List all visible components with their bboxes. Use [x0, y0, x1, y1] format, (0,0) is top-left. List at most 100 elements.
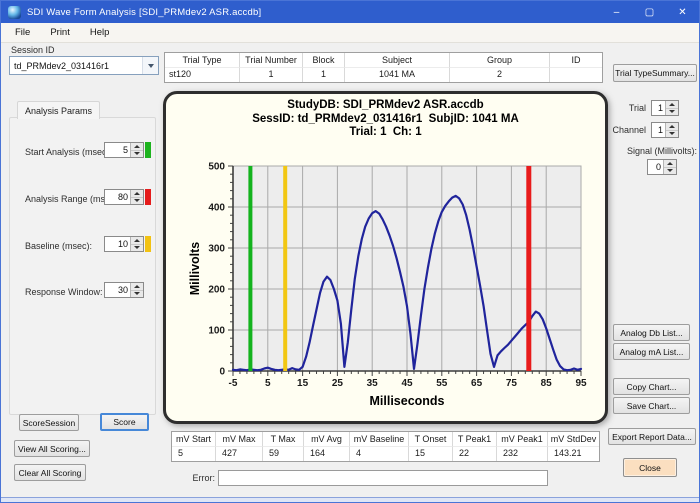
column-header: T Peak1 [453, 432, 497, 447]
table-cell: 1 [303, 68, 345, 82]
table-cell: 4 [350, 447, 409, 461]
svg-text:Milliseconds: Milliseconds [369, 394, 444, 408]
menu-help[interactable]: Help [80, 25, 120, 40]
close-window-icon[interactable]: ✕ [666, 1, 699, 23]
error-field[interactable] [218, 470, 548, 486]
spinner-buttons[interactable] [665, 101, 678, 115]
svg-text:300: 300 [208, 244, 225, 255]
table-cell: 164 [304, 447, 350, 461]
table-cell: st120 [165, 68, 240, 82]
table-cell: 1 [240, 68, 303, 82]
column-header: Group [450, 53, 550, 68]
spinner-buttons[interactable] [665, 123, 678, 137]
spinner-buttons[interactable] [130, 283, 143, 297]
column-header: T Onset [409, 432, 453, 447]
minimize-icon[interactable]: – [600, 1, 633, 23]
analog-ma-list-button[interactable]: Analog mA List... [613, 343, 690, 360]
svg-text:400: 400 [208, 203, 225, 214]
svg-text:-5: -5 [229, 378, 238, 389]
channel-spinner[interactable]: 1 [651, 122, 679, 138]
table-cell: 59 [263, 447, 304, 461]
chevron-down-icon[interactable] [142, 57, 158, 74]
app-window: SDI Wave Form Analysis [SDI_PRMdev2 ASR.… [0, 0, 700, 503]
svg-text:55: 55 [436, 378, 448, 389]
app-icon [8, 6, 21, 19]
analog-db-list-button[interactable]: Analog Db List... [613, 324, 690, 341]
view-all-scoring-button[interactable]: View All Scoring... [14, 440, 90, 457]
signal-value[interactable]: 0 [648, 160, 663, 174]
analysis-range-color-marker [145, 189, 151, 205]
copy-chart-button[interactable]: Copy Chart... [613, 378, 690, 395]
svg-text:35: 35 [367, 378, 379, 389]
baseline-spinner[interactable]: 10 [104, 236, 144, 252]
svg-text:500: 500 [208, 162, 225, 173]
column-header: Trial Number [240, 53, 303, 68]
trial-label: Trial [616, 103, 646, 113]
svg-text:95: 95 [575, 378, 587, 389]
spin-down-icon[interactable] [664, 167, 676, 175]
column-header: ID [550, 53, 602, 68]
analysis-range-value[interactable]: 80 [105, 190, 130, 204]
chart-trial-channel: Trial: 1 Ch: 1 [166, 126, 605, 140]
spin-down-icon[interactable] [131, 150, 143, 158]
trial-type-summary-button[interactable]: Trial TypeSummary... [613, 64, 697, 82]
table-cell: 143.21 [548, 447, 599, 461]
window-title: SDI Wave Form Analysis [SDI_PRMdev2 ASR.… [27, 7, 261, 18]
channel-value[interactable]: 1 [652, 123, 665, 137]
table-cell: 15 [409, 447, 453, 461]
svg-text:200: 200 [208, 285, 225, 296]
svg-text:65: 65 [471, 378, 483, 389]
trial-info-table: Trial TypeTrial NumberBlockSubjectGroupI… [164, 52, 603, 83]
svg-text:5: 5 [265, 378, 271, 389]
close-button[interactable]: Close [623, 458, 677, 477]
trial-value[interactable]: 1 [652, 101, 665, 115]
signal-spinner[interactable]: 0 [647, 159, 677, 175]
response-window-value[interactable]: 30 [105, 283, 130, 297]
tab-analysis-params[interactable]: Analysis Params [17, 101, 100, 119]
menu-file[interactable]: File [5, 25, 40, 40]
error-label: Error: [177, 473, 215, 483]
start-analysis-spinner[interactable]: 5 [104, 142, 144, 158]
svg-text:Millivolts: Millivolts [188, 242, 202, 296]
svg-text:25: 25 [332, 378, 344, 389]
menu-print[interactable]: Print [40, 25, 80, 40]
export-report-data-button[interactable]: Export Report Data... [608, 428, 696, 445]
trial-spinner[interactable]: 1 [651, 100, 679, 116]
column-header: T Max [263, 432, 304, 447]
table-cell: 427 [216, 447, 263, 461]
baseline-label: Baseline (msec): [25, 241, 92, 251]
column-header: Block [303, 53, 345, 68]
session-id-combobox[interactable]: td_PRMdev2_031416r1 [9, 56, 159, 75]
score-session-button[interactable]: ScoreSession [19, 414, 79, 431]
analysis-params-panel [9, 117, 156, 415]
maximize-icon[interactable]: ▢ [633, 1, 666, 23]
baseline-color-marker [145, 236, 151, 252]
column-header: mV StdDev [548, 432, 599, 447]
clear-all-scoring-button[interactable]: Clear All Scoring [14, 464, 86, 481]
baseline-value[interactable]: 10 [105, 237, 130, 251]
response-window-label: Response Window: [25, 287, 103, 297]
save-chart-button[interactable]: Save Chart... [613, 397, 690, 414]
spin-down-icon[interactable] [131, 197, 143, 205]
spinner-buttons[interactable] [130, 237, 143, 251]
waveform-chart-panel: StudyDB: SDI_PRMdev2 ASR.accdb SessID: t… [163, 91, 608, 424]
spin-down-icon[interactable] [666, 108, 678, 116]
spin-down-icon[interactable] [131, 244, 143, 252]
response-window-spinner[interactable]: 30 [104, 282, 144, 298]
start-analysis-value[interactable]: 5 [105, 143, 130, 157]
title-bar: SDI Wave Form Analysis [SDI_PRMdev2 ASR.… [1, 1, 699, 23]
chart-title-block: StudyDB: SDI_PRMdev2 ASR.accdb SessID: t… [166, 99, 605, 140]
analysis-range-spinner[interactable]: 80 [104, 189, 144, 205]
spin-down-icon[interactable] [666, 130, 678, 138]
spinner-buttons[interactable] [663, 160, 676, 174]
svg-text:85: 85 [541, 378, 553, 389]
chart-title: StudyDB: SDI_PRMdev2 ASR.accdb [166, 99, 605, 113]
table-cell: 232 [497, 447, 548, 461]
spinner-buttons[interactable] [130, 143, 143, 157]
spin-down-icon[interactable] [131, 290, 143, 298]
table-cell: 1041 MA [345, 68, 450, 82]
spinner-buttons[interactable] [130, 190, 143, 204]
table-cell [550, 68, 602, 82]
score-button[interactable]: Score [100, 413, 149, 431]
column-header: mV Peak1 [497, 432, 548, 447]
